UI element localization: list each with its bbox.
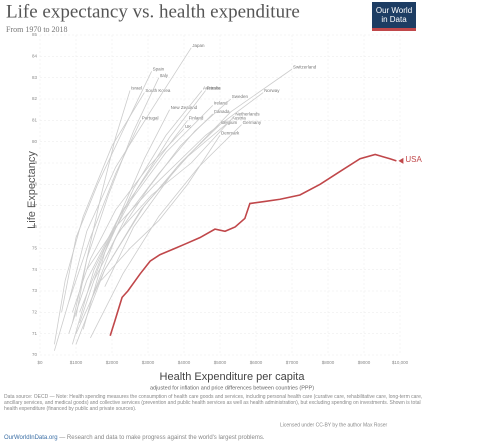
source-text: Data source: OECD — Note: Health spendin… (4, 394, 423, 412)
series-label: France (207, 86, 222, 91)
y-tick-label: 82 (32, 96, 38, 101)
y-tick-label: 71 (32, 331, 38, 336)
series-line (68, 47, 192, 302)
series-line (68, 105, 214, 334)
footer-site: OurWorldInData.org (4, 435, 58, 441)
series-line (82, 90, 203, 330)
series-line (90, 113, 214, 302)
y-tick-label: 80 (32, 139, 38, 144)
series-label: Switzerland (293, 64, 317, 69)
x-tick-label: $3000 (142, 360, 155, 365)
x-tick-label: $4000 (178, 360, 191, 365)
y-tick-label: 78 (32, 182, 38, 187)
series-label: Netherlands (235, 111, 260, 116)
series-label: Austria (232, 116, 247, 121)
series-label: Israel (131, 86, 142, 91)
series-label: Ireland (214, 101, 228, 106)
y-tick-label: 76 (32, 224, 38, 229)
x-tick-label: $1000 (70, 360, 83, 365)
series-label: UK (185, 124, 191, 129)
series-label: Denmark (221, 130, 240, 135)
y-tick-label: 83 (32, 75, 38, 80)
y-tick-label: 84 (32, 54, 38, 59)
series-line (75, 120, 232, 345)
end-marker (398, 157, 404, 164)
x-tick-label: $0 (37, 360, 43, 365)
series-label: Canada (214, 109, 230, 114)
series-line (100, 135, 221, 281)
y-tick-label: 79 (32, 160, 38, 165)
logo-stripe (372, 28, 416, 31)
footer: OurWorldInData.org — Research and data t… (4, 435, 265, 441)
series-line (72, 120, 188, 345)
logo-box (372, 2, 416, 31)
series-line (72, 128, 185, 313)
series-label: Portugal (142, 116, 159, 121)
footer-text: — Research and data to make progress aga… (58, 435, 265, 441)
x-axis-label: Health Expenditure per capita (160, 371, 306, 383)
series-line (72, 77, 160, 324)
series-line (90, 124, 242, 339)
series-label: Australia (203, 86, 221, 91)
x-axis-sublabel: adjusted for inflation and price differe… (150, 385, 314, 391)
y-tick-label: 72 (32, 310, 38, 315)
series-label: Japan (192, 43, 205, 48)
x-tick-label: $2000 (106, 360, 119, 365)
logo: Our World in Data (375, 6, 413, 24)
series-line (75, 90, 131, 317)
x-tick-label: $6000 (250, 360, 263, 365)
x-tick-label: $8000 (322, 360, 335, 365)
y-axis-label: Life Expectancy (26, 151, 38, 229)
series-line (104, 98, 232, 260)
series-label: Spain (153, 66, 165, 71)
series-line (104, 68, 293, 287)
y-tick-label: 77 (32, 203, 38, 208)
series-label: Finland (189, 116, 204, 121)
series-line (54, 92, 145, 345)
y-tick-label: 81 (32, 118, 38, 123)
series-line (86, 92, 264, 270)
source-note: Data source: OECD — Note: Health spendin… (4, 394, 423, 412)
series-line (54, 120, 142, 351)
logo-text: Our World in Data (375, 6, 413, 24)
series-label: Germany (243, 120, 262, 125)
series-label: Norway (264, 88, 280, 93)
chart-subtitle: From 1970 to 2018 (6, 25, 68, 34)
y-tick-label: 75 (32, 246, 38, 251)
y-tick-label: 70 (32, 352, 38, 357)
series-label: USA (405, 155, 422, 164)
x-tick-label: $9000 (358, 360, 371, 365)
series-label: New Zealand (171, 105, 198, 110)
series-line (109, 153, 397, 337)
series-line (79, 90, 206, 313)
x-tick-label: $5000 (214, 360, 227, 365)
chart-title: Life expectancy vs. health expenditure (6, 1, 300, 22)
series-label: Italy (160, 73, 169, 78)
y-tick-label: 85 (32, 32, 38, 37)
license: Licensed under CC-BY by the author Max R… (280, 422, 388, 428)
y-tick-label: 73 (32, 288, 38, 293)
plot-area: 70 71 72 73 74 75 76 77 78 79 80 81 82 83 84 85 $0 $1000 $… (32, 32, 423, 365)
series-label: Sweden (232, 94, 249, 99)
series-label: South Korea (145, 88, 171, 93)
x-tick-label: $10,000 (392, 360, 409, 365)
x-tick-label: $7000 (286, 360, 299, 365)
y-tick-label: 74 (32, 267, 38, 272)
series-line (61, 71, 152, 313)
series-label: Belgium (221, 120, 238, 125)
